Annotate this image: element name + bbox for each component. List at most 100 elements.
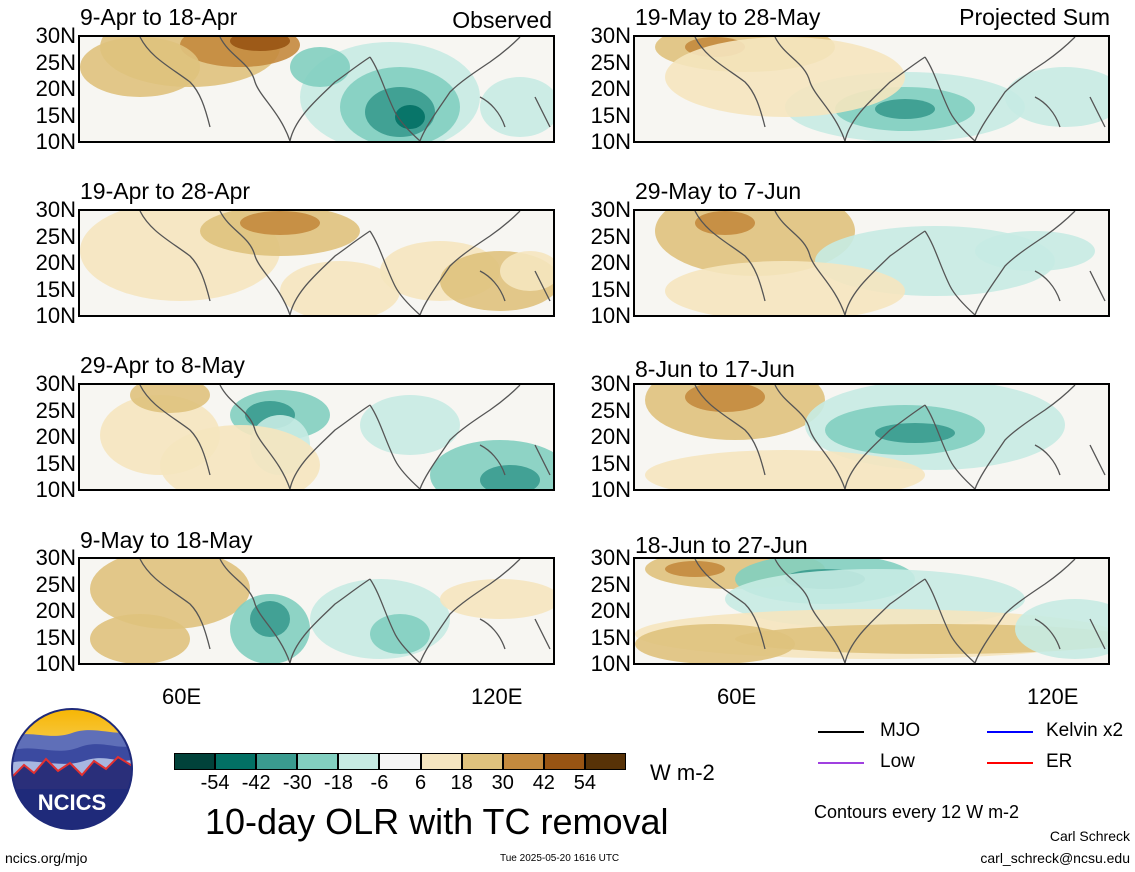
- lat-label: 10N: [35, 303, 76, 328]
- lat-label: 15N: [35, 102, 76, 128]
- panel-title: 29-Apr to 8-May: [80, 352, 245, 378]
- lat-label: 30N: [35, 545, 76, 570]
- map-panel: [633, 209, 1110, 317]
- colorbar-swatch: [420, 753, 462, 770]
- map-panel: [633, 383, 1110, 491]
- observed-label: Observed: [452, 7, 552, 33]
- map-panel: [78, 209, 555, 317]
- lat-label: 15N: [35, 624, 76, 650]
- lat-label: 10N: [35, 477, 76, 502]
- lat-label: 25N: [590, 571, 631, 597]
- lat-label: 30N: [590, 197, 631, 222]
- footer-email: carl_schreck@ncsu.edu: [980, 850, 1130, 866]
- colorbar: [174, 753, 627, 770]
- legend-swatch: [987, 762, 1033, 764]
- footer-timestamp: Tue 2025-05-20 1616 UTC: [500, 853, 620, 864]
- legend-label: ER: [1046, 751, 1073, 772]
- panel-title: 8-Jun to 17-Jun: [635, 356, 795, 382]
- lat-label: 25N: [35, 397, 76, 423]
- lat-label: 30N: [35, 23, 76, 48]
- lat-label: 10N: [590, 477, 631, 502]
- lat-label: 25N: [35, 223, 76, 249]
- lat-label: 25N: [35, 571, 76, 597]
- footer-url: ncics.org/mjo: [5, 850, 88, 866]
- lat-label: 30N: [35, 371, 76, 396]
- lat-label: 30N: [590, 545, 631, 570]
- legend-swatch: [818, 731, 864, 733]
- map-panel: [78, 35, 555, 143]
- colorbar-tick-label: -18: [323, 772, 353, 794]
- lat-label: 20N: [590, 424, 631, 449]
- legend-swatch: [818, 762, 864, 764]
- lat-label: 25N: [35, 49, 76, 75]
- legend-label: Kelvin x2: [1046, 720, 1124, 741]
- colorbar-tick-label: 18: [450, 772, 473, 794]
- legend-label: Low: [880, 751, 915, 772]
- lat-label: 10N: [590, 129, 631, 154]
- projected-sum-label: Projected Sum: [959, 4, 1110, 30]
- map-panel: [633, 35, 1110, 143]
- colorbar-swatch: [215, 753, 257, 770]
- lon-label: 120E: [471, 684, 523, 709]
- lat-label: 20N: [590, 598, 631, 623]
- colorbar-swatch: [584, 753, 627, 770]
- colorbar-tick-label: 6: [414, 772, 427, 794]
- map-panel: [78, 557, 555, 665]
- panel-title: 9-May to 18-May: [80, 527, 253, 553]
- colorbar-tick-label: -30: [282, 772, 312, 794]
- lat-label: 10N: [35, 129, 76, 154]
- lat-label: 10N: [35, 651, 76, 676]
- lat-label: 15N: [590, 624, 631, 650]
- panel-title: 18-Jun to 27-Jun: [635, 532, 808, 558]
- colorbar-units: W m-2: [650, 760, 715, 785]
- lat-label: 25N: [590, 223, 631, 249]
- lat-label: 15N: [590, 450, 631, 476]
- lat-label: 30N: [35, 197, 76, 222]
- colorbar-swatch: [461, 753, 503, 770]
- map-panel: [78, 383, 555, 491]
- lat-label: 20N: [35, 250, 76, 275]
- lat-label: 15N: [35, 276, 76, 302]
- legend-swatch: [987, 731, 1033, 733]
- panel-title: 29-May to 7-Jun: [635, 178, 802, 204]
- colorbar-swatch: [502, 753, 544, 770]
- colorbar-swatch: [297, 753, 339, 770]
- lat-label: 20N: [35, 424, 76, 449]
- footer-author: Carl Schreck: [1049, 828, 1130, 844]
- lon-label: 60E: [162, 684, 202, 709]
- lat-label: 25N: [590, 49, 631, 75]
- colorbar-tick-label: 42: [532, 772, 555, 794]
- colorbar-swatch: [256, 753, 298, 770]
- colorbar-tick-label: -42: [241, 772, 271, 794]
- lon-label: 120E: [1027, 684, 1079, 709]
- lat-label: 15N: [590, 276, 631, 302]
- lat-label: 15N: [35, 450, 76, 476]
- lat-label: 25N: [590, 397, 631, 423]
- colorbar-tick-label: -54: [200, 772, 230, 794]
- lat-label: 20N: [35, 598, 76, 623]
- lat-label: 20N: [590, 76, 631, 101]
- lon-label: 60E: [717, 684, 757, 709]
- panel-title: 19-Apr to 28-Apr: [80, 178, 251, 204]
- colorbar-swatch: [379, 753, 421, 770]
- panel-title: 19-May to 28-May: [635, 4, 821, 30]
- lat-label: 20N: [590, 250, 631, 275]
- ncics-logo: NCICS: [10, 707, 134, 831]
- lat-label: 20N: [35, 76, 76, 101]
- colorbar-tick-label: 30: [491, 772, 514, 794]
- legend-label: MJO: [880, 720, 921, 741]
- contours-note: Contours every 12 W m-2: [814, 802, 1020, 822]
- lat-label: 10N: [590, 303, 631, 328]
- lat-label: 10N: [590, 651, 631, 676]
- map-panel: [633, 557, 1110, 665]
- lat-label: 30N: [590, 371, 631, 396]
- lat-label: 15N: [590, 102, 631, 128]
- logo-text: NCICS: [38, 790, 106, 815]
- colorbar-swatch: [338, 753, 380, 770]
- lat-label: 30N: [590, 23, 631, 48]
- colorbar-swatch: [174, 753, 216, 770]
- main-title: 10-day OLR with TC removal: [205, 801, 669, 842]
- colorbar-ticks: -54 -42 -30 -18 -6 6 18 30 42 54: [174, 772, 626, 796]
- colorbar-swatch: [543, 753, 585, 770]
- colorbar-tick-label: 54: [573, 772, 597, 794]
